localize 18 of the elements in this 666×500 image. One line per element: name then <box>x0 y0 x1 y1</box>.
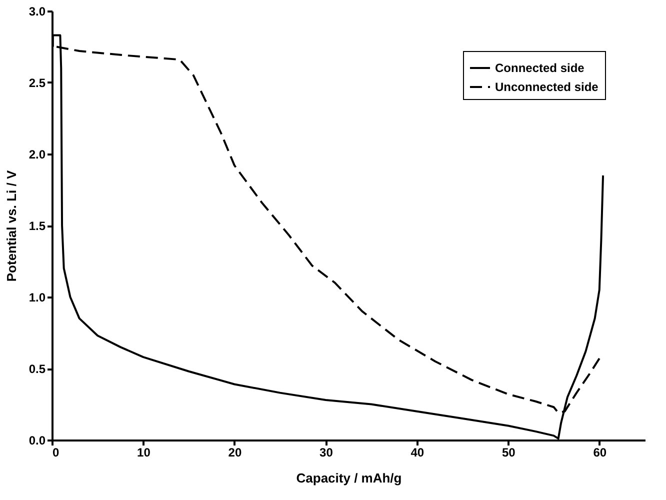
x-tick-label: 20 <box>228 446 242 460</box>
legend-label: Unconnected side <box>495 80 599 94</box>
x-tick-label: 30 <box>320 446 334 460</box>
x-tick-label: 50 <box>502 446 516 460</box>
y-tick-label: 0.5 <box>28 362 46 376</box>
y-tick-label: 2.5 <box>28 76 46 90</box>
legend-label: Connected side <box>495 61 585 75</box>
y-axis-title: Potential vs. Li / V <box>4 170 19 282</box>
x-axis-title: Capacity / mAh/g <box>296 470 402 486</box>
y-tick-label: 1.0 <box>28 290 46 304</box>
x-tick-label: 60 <box>593 446 607 460</box>
y-tick-label: 1.5 <box>28 219 46 233</box>
x-tick-label: 10 <box>137 446 151 460</box>
y-tick-label: 3.0 <box>28 4 46 18</box>
x-tick-label: 0 <box>52 446 60 460</box>
y-tick-label: 2.0 <box>28 148 46 162</box>
y-tick-label: 0.0 <box>28 434 46 448</box>
x-tick-label: 40 <box>410 446 424 460</box>
